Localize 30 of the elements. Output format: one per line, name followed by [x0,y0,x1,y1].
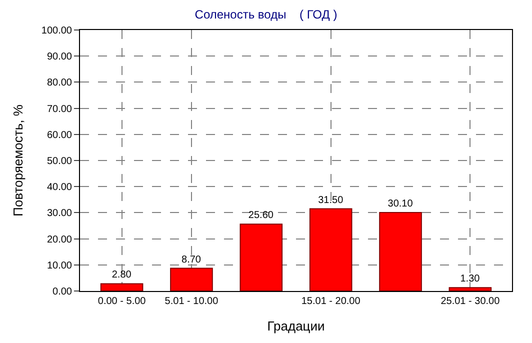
bar [309,208,352,291]
x-tick-label: 15.01 - 20.00 [301,296,361,307]
x-tick-label: 25.01 - 30.00 [440,296,500,307]
bar [448,287,492,291]
data-label: 30.10 [388,198,414,210]
y-tick-label: 80.00 [46,78,72,89]
data-label: 8.70 [182,254,202,266]
bar [170,268,213,291]
x-tick-label: 0.00 - 5.00 [98,296,146,307]
data-label: 1.30 [460,274,480,285]
chart-title: Соленость воды ( ГОД ) [194,8,338,22]
y-tick-label: 60.00 [46,130,72,141]
y-axis-title: Повторяемость, % [10,104,26,216]
x-tick-label: 5.01 - 10.00 [164,296,219,307]
data-label: 25.60 [248,210,274,222]
y-tick-label: 50.00 [46,156,72,167]
y-tick-label: 20.00 [46,234,72,246]
y-tick-label: 10.00 [46,260,72,272]
data-label: 2.80 [112,270,132,281]
x-axis-title: Градации [267,318,325,334]
bar [379,212,422,291]
y-tick-label: 100.00 [41,26,72,36]
y-tick-label: 0.00 [52,286,72,298]
data-label: 31.50 [318,194,344,206]
bar [240,224,283,291]
bar [100,283,144,291]
y-tick-label: 30.00 [46,208,72,220]
y-tick-label: 70.00 [46,104,72,115]
y-tick-label: 40.00 [46,182,72,194]
y-tick-label: 90.00 [46,52,72,63]
